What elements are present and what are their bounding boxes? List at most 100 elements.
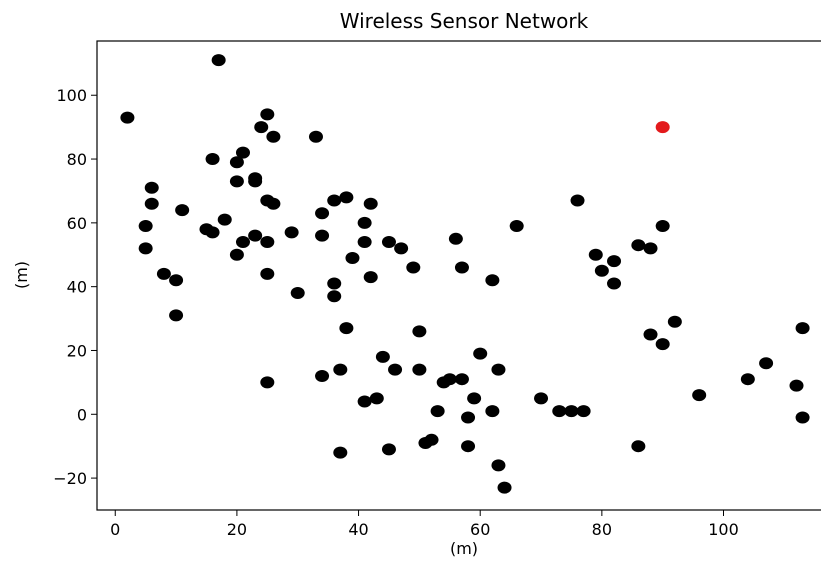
sensor-node-point	[412, 363, 427, 376]
sensor-node-point	[229, 175, 244, 188]
sensor-node-point	[454, 373, 469, 386]
sensor-node-point	[412, 325, 427, 338]
sensor-node-point	[424, 433, 439, 446]
sensor-node-point	[795, 322, 810, 335]
sensor-node-point	[211, 54, 226, 67]
sensor-node-point	[789, 379, 804, 392]
sensor-node-point	[339, 191, 354, 204]
y-tick-label: 80	[67, 150, 87, 169]
sensor-node-point	[229, 156, 244, 169]
sensor-node-point	[169, 274, 184, 287]
sensor-node-point	[461, 411, 476, 424]
sensor-node-point	[175, 204, 190, 217]
sensor-node-point	[345, 251, 360, 264]
sensor-node-point	[217, 213, 232, 226]
sensor-node-point	[369, 392, 384, 405]
sensor-node-point	[266, 130, 281, 143]
sensor-node-point	[467, 392, 482, 405]
sensor-node-point	[138, 220, 153, 233]
sensor-node-point	[315, 229, 330, 242]
sensor-node-point	[607, 277, 622, 290]
y-tick-label: −20	[53, 469, 87, 488]
sensor-node-point	[509, 220, 524, 233]
sensor-node-point	[357, 395, 372, 408]
sensor-node-point	[290, 287, 305, 300]
sensor-node-point	[333, 363, 348, 376]
sensor-node-point	[430, 405, 445, 418]
sensor-node-point	[357, 236, 372, 248]
sink-node-point	[655, 121, 670, 134]
sensor-node-point	[375, 350, 390, 363]
y-axis-label: (m)	[12, 261, 31, 289]
sensor-node-point	[655, 338, 670, 351]
sensor-node-point	[260, 376, 275, 389]
sensor-node-point	[327, 290, 342, 303]
sensor-node-point	[333, 446, 348, 459]
sensor-node-point	[631, 239, 646, 252]
sensor-node-point	[491, 363, 506, 376]
sensor-node-point	[594, 264, 609, 277]
sensor-node-point	[205, 226, 220, 239]
sensor-node-point	[248, 175, 263, 188]
x-tick-label: 60	[470, 520, 490, 539]
plot-frame	[96, 40, 821, 511]
sensor-node-point	[454, 261, 469, 274]
sensor-node-point	[381, 443, 396, 456]
sensor-node-point	[381, 236, 396, 248]
y-tick-label: 40	[67, 278, 87, 297]
sensor-node-point	[461, 440, 476, 453]
sensor-node-point	[363, 271, 378, 284]
sensor-node-point	[534, 392, 549, 405]
y-tick-label: 100	[56, 86, 87, 105]
x-tick-label: 0	[110, 520, 120, 539]
sensor-node-point	[260, 267, 275, 280]
sensor-node-point	[169, 309, 184, 322]
sensor-node-point	[339, 322, 354, 335]
sensor-node-point	[394, 242, 409, 255]
x-tick-label: 100	[708, 520, 739, 539]
sensor-node-point	[254, 121, 269, 134]
sensor-node-point	[248, 229, 263, 242]
sensor-node-point	[138, 242, 153, 255]
sensor-node-point	[795, 411, 810, 424]
sensor-node-point	[144, 197, 159, 210]
sensor-node-point	[740, 373, 755, 386]
sensor-node-point	[607, 255, 622, 268]
sensor-node-point	[643, 328, 658, 341]
sensor-node-point	[667, 315, 682, 328]
chart-title: Wireless Sensor Network	[340, 9, 589, 33]
sensor-node-point	[655, 220, 670, 233]
x-tick-label: 40	[348, 520, 368, 539]
plot-area: 0 20 40 60 80 100 −20 0 20 40 60 80 100	[53, 40, 821, 539]
x-tick-label: 20	[227, 520, 247, 539]
sensor-node-point	[260, 108, 275, 121]
x-tick-label: 80	[592, 520, 612, 539]
sensor-node-point	[120, 111, 135, 124]
sensor-node-point	[357, 216, 372, 229]
sensor-node-point	[692, 389, 707, 402]
sensor-node-point	[485, 405, 500, 418]
sensor-node-point	[156, 267, 171, 280]
sensor-node-point	[284, 226, 299, 239]
sensor-node-point	[497, 481, 512, 494]
sensor-node-point	[388, 363, 403, 376]
sensor-node-point	[588, 248, 603, 261]
sensor-node-point	[473, 347, 488, 360]
sensor-node-point	[327, 194, 342, 207]
y-tick-label: 0	[77, 405, 87, 424]
sensor-node-point	[205, 153, 220, 166]
sensor-node-point	[406, 261, 421, 274]
sensor-node-point	[631, 440, 646, 453]
sensor-node-point	[576, 405, 591, 418]
sensor-node-point	[485, 274, 500, 287]
y-tick-label: 20	[67, 341, 87, 360]
sensor-node-point	[315, 207, 330, 220]
y-tick-label: 60	[67, 214, 87, 233]
sensor-node-point	[570, 194, 585, 207]
sensor-node-point	[759, 357, 774, 370]
sensor-node-point	[327, 277, 342, 290]
sensor-node-point	[229, 248, 244, 261]
sensor-node-point	[315, 370, 330, 382]
sensor-node-point	[363, 197, 378, 210]
